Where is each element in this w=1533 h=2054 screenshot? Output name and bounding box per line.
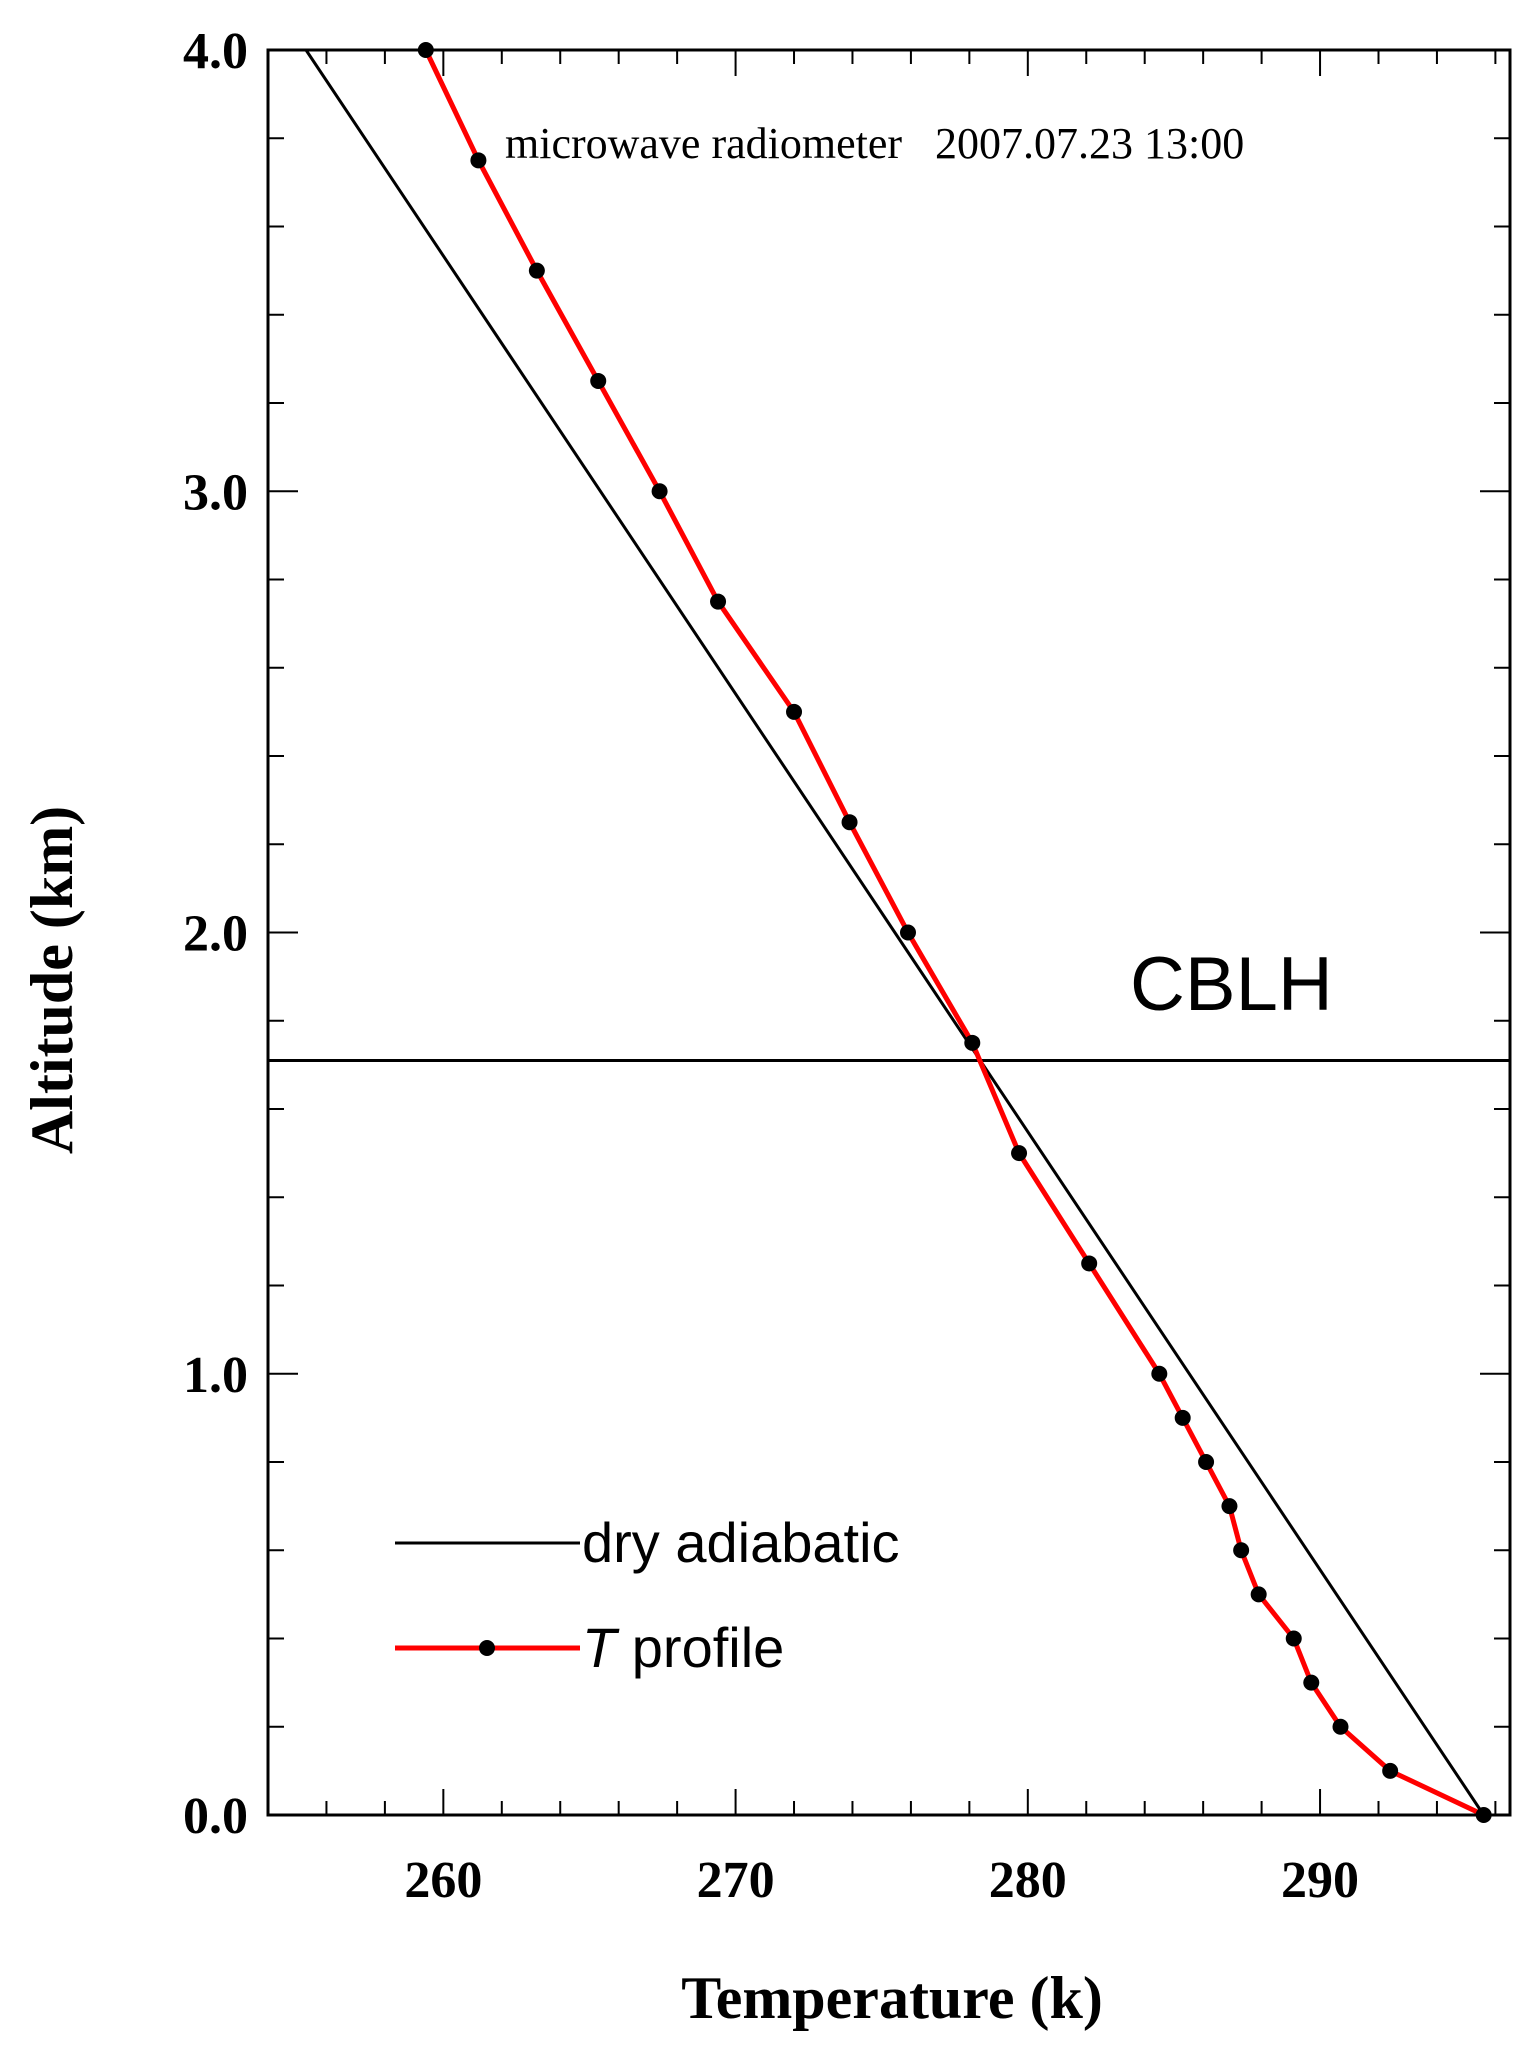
t-profile-point: [841, 814, 858, 831]
x-tick-label: 260: [404, 1852, 482, 1909]
y-tick-label: 2.0: [183, 906, 248, 963]
legend: dry adiabatic T profile: [395, 1511, 900, 1679]
t-profile-point: [1081, 1255, 1098, 1272]
t-profile-point: [1198, 1454, 1215, 1470]
t-profile-point: [964, 1034, 981, 1051]
legend-dry-adiabatic-label: dry adiabatic: [582, 1511, 900, 1574]
t-profile-point: [1011, 1145, 1028, 1162]
y-tick-label: 0.0: [183, 1788, 248, 1845]
t-profile-point: [1382, 1762, 1399, 1779]
dry-adiabatic-line: [304, 49, 1485, 1816]
y-tick-label: 3.0: [183, 464, 248, 521]
t-profile-point: [528, 262, 545, 279]
legend-t-rest: profile: [616, 1616, 784, 1679]
x-axis-title: Temperature (k): [681, 1965, 1103, 2031]
t-profile-point: [1151, 1365, 1168, 1382]
t-profile-point: [590, 372, 607, 389]
t-profile-point: [1221, 1498, 1238, 1515]
legend-t-italic: T: [582, 1616, 620, 1679]
x-tick-label: 290: [1281, 1852, 1359, 1909]
series-markers: [417, 42, 1492, 1823]
y-axis-title: Altitude (km): [19, 806, 85, 1154]
t-profile-point: [786, 703, 803, 720]
y-tick-label: 1.0: [183, 1347, 248, 1404]
annotation-cblh: CBLH: [1130, 942, 1333, 1027]
y-tick-label: 4.0: [183, 23, 248, 80]
t-profile-point: [1250, 1586, 1267, 1603]
legend-t-profile-marker: [479, 1640, 495, 1656]
x-tick-label: 270: [697, 1852, 775, 1909]
t-profile-point: [899, 924, 916, 941]
t-profile-point: [1174, 1409, 1191, 1426]
t-profile-point: [1332, 1718, 1349, 1735]
t-profile-point: [470, 152, 487, 169]
t-profile-point: [1233, 1542, 1250, 1559]
t-profile-point: [651, 483, 668, 500]
t-profile-point: [1303, 1674, 1320, 1691]
x-tick-label: 280: [989, 1852, 1067, 1909]
legend-t-profile-label: T profile: [582, 1616, 784, 1679]
t-profile-point: [1285, 1630, 1302, 1647]
annotation-microwave-radiometer: microwave radiometer 2007.07.23 13:00: [505, 119, 1244, 168]
t-profile-point: [710, 593, 727, 610]
tick-labels: 260 270 280 290 0.0 1.0 2.0 3.0 4.0: [183, 23, 1359, 1909]
plot-frame: [266, 48, 1512, 1817]
